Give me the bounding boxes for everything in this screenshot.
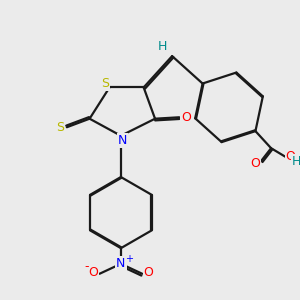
Text: O: O	[250, 157, 260, 170]
Text: O: O	[88, 266, 98, 279]
Text: O: O	[144, 266, 153, 279]
Text: N: N	[116, 257, 126, 270]
Text: -: -	[85, 260, 89, 273]
Text: S: S	[101, 76, 109, 90]
Text: O: O	[182, 111, 191, 124]
Text: H: H	[292, 155, 300, 168]
Text: H: H	[158, 40, 167, 52]
Text: O: O	[286, 150, 296, 163]
Text: N: N	[118, 134, 127, 146]
Text: S: S	[56, 121, 64, 134]
Text: +: +	[125, 254, 133, 264]
